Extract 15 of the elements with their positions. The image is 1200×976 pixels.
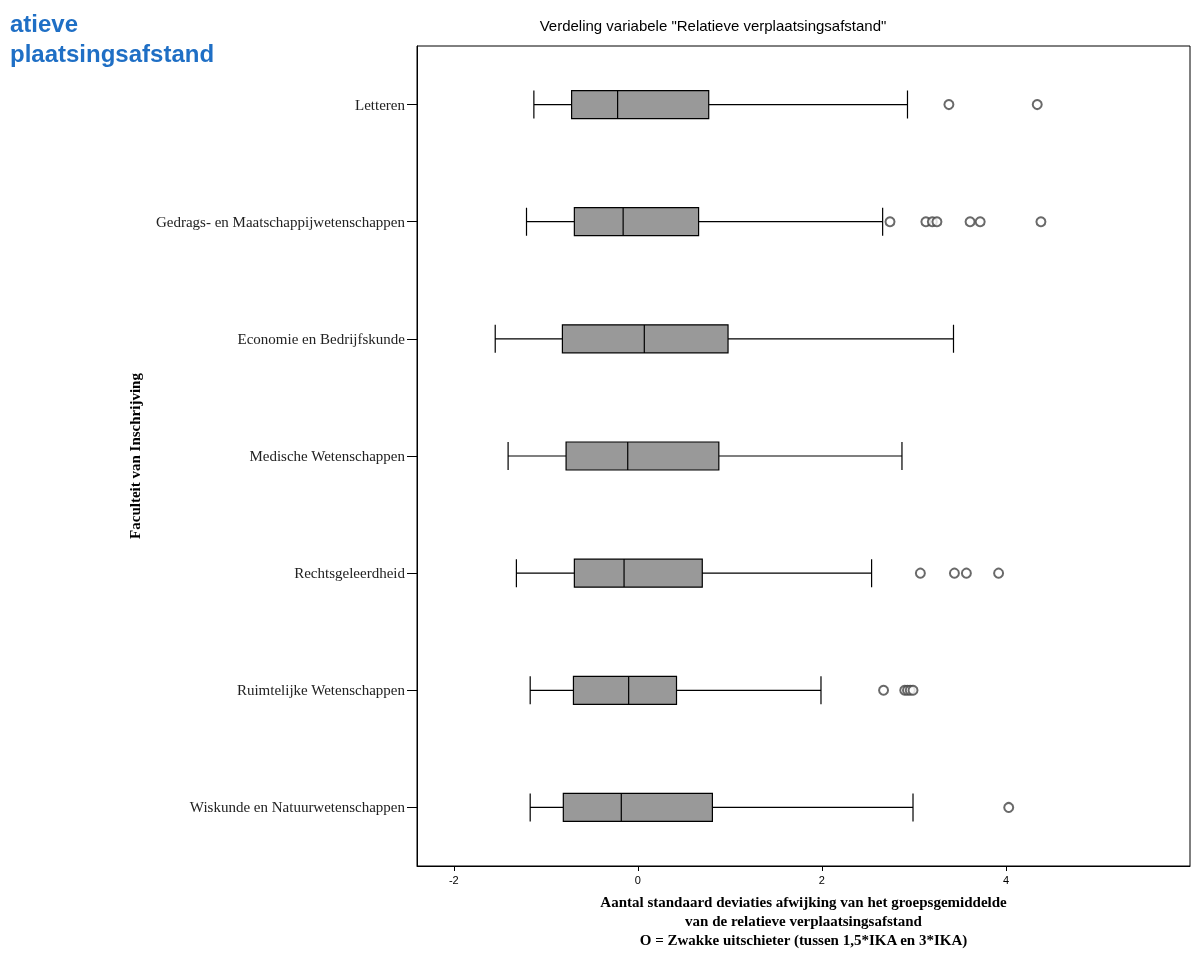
x-tick-label: 2	[818, 873, 825, 886]
y-tick-label: Gedrags- en Maatschappijwetenschappen	[155, 213, 406, 230]
x-axis-title: Aantal standaard deviaties afwijking van het groepsgemiddelde van de relatieve verplaatsingsafstand O = Zwakke uitschieter (tussen 1,5*IKA en 3*IKA)	[600, 893, 1008, 949]
chart-title: Verdeling variabele "Relatieve verplaatsingsafstand"	[539, 17, 887, 34]
x-tick-label: 0	[634, 873, 641, 886]
y-tick-label: Medische Wetenschappen	[249, 448, 406, 464]
y-axis-title: Faculteit van Inschrijving	[126, 372, 143, 539]
y-tick-label: Wiskunde en Natuurwetenschappen	[189, 799, 406, 816]
x-tick-label: 4	[1002, 873, 1010, 886]
y-tick-label: Ruimtelijke Wetenschappen	[236, 682, 406, 699]
y-tick-label: Letteren	[355, 96, 406, 113]
y-tick-label: Rechtsgeleerdheid	[294, 565, 406, 582]
y-tick-label: Economie en Bedrijfskunde	[237, 330, 406, 347]
text: atieve plaatsingsafstand	[10, 9, 215, 67]
x-tick-label: -2	[448, 873, 459, 886]
